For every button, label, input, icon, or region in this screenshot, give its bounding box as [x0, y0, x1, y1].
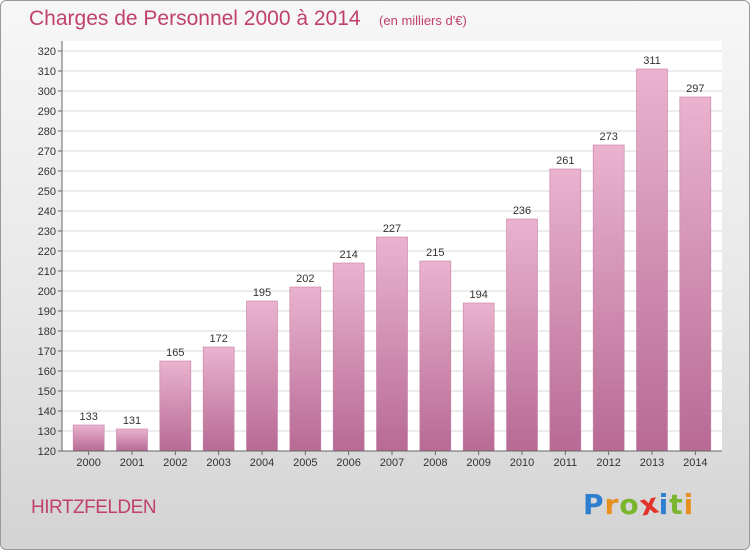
x-tick-label: 2008	[423, 457, 447, 469]
y-tick-label: 180	[38, 326, 56, 338]
y-tick-label: 300	[38, 86, 56, 98]
bar-value-label: 261	[556, 155, 574, 167]
bar-value-label: 202	[296, 273, 314, 285]
bar-value-label: 172	[209, 333, 227, 345]
y-tick-label: 140	[38, 406, 56, 418]
x-tick-label: 2007	[380, 457, 404, 469]
bar	[159, 360, 192, 452]
y-tick-label: 240	[38, 206, 56, 218]
y-tick-label: 200	[38, 286, 56, 298]
y-tick-label: 210	[38, 266, 56, 278]
bar	[202, 346, 235, 452]
x-tick-label: 2001	[120, 457, 144, 469]
bar	[116, 428, 148, 452]
logo-letter: r	[604, 488, 620, 521]
bar-value-label: 195	[253, 287, 271, 299]
y-tick-label: 160	[38, 366, 56, 378]
y-tick-label: 190	[38, 306, 56, 318]
bar	[592, 144, 625, 452]
bar-value-label: 131	[123, 415, 141, 427]
bar-value-label: 297	[686, 83, 704, 95]
y-tick-label: 170	[38, 346, 56, 358]
logo-letter: i	[658, 488, 670, 521]
y-tick-label: 150	[38, 386, 56, 398]
x-tick-label: 2004	[250, 457, 274, 469]
bar	[289, 286, 322, 452]
title-row: Charges de Personnel 2000 à 2014 (en mil…	[29, 7, 467, 31]
bar	[506, 218, 538, 452]
x-tick-label: 2002	[163, 457, 187, 469]
bar	[462, 302, 495, 452]
y-tick-label: 250	[38, 186, 56, 198]
x-tick-label: 2014	[683, 457, 707, 469]
bar	[636, 68, 668, 452]
y-tick-label: 310	[38, 66, 56, 78]
bar	[376, 236, 408, 452]
logo-letter: P	[583, 488, 605, 521]
x-tick-label: 2005	[293, 457, 317, 469]
y-tick-label: 270	[38, 146, 56, 158]
bar	[419, 260, 452, 452]
bar	[72, 424, 105, 452]
x-tick-label: 2009	[466, 457, 490, 469]
bar	[549, 168, 582, 452]
bar	[679, 96, 712, 452]
bar-value-label: 273	[599, 131, 617, 143]
y-tick-label: 230	[38, 226, 56, 238]
x-tick-label: 2006	[336, 457, 360, 469]
bar-value-label: 133	[79, 411, 97, 423]
bar	[332, 262, 365, 452]
proxiti-logo: Proxiti	[583, 486, 695, 522]
logo-letter: o	[619, 488, 640, 521]
chart-unit: (en milliers d'€)	[379, 13, 467, 28]
bar-value-label: 227	[383, 223, 401, 235]
bar-value-label: 194	[469, 289, 487, 301]
logo-letter: i	[683, 488, 695, 521]
commune-name: HIRTZFELDEN	[31, 497, 157, 518]
bar-value-label: 311	[643, 55, 661, 67]
bar-value-label: 236	[513, 205, 531, 217]
bar-value-label: 165	[166, 347, 184, 359]
bar	[246, 300, 278, 452]
bar-value-label: 215	[426, 247, 444, 259]
x-tick-label: 2003	[206, 457, 230, 469]
logo-letter: t	[669, 488, 684, 521]
x-tick-label: 2012	[596, 457, 620, 469]
chart-title: Charges de Personnel 2000 à 2014	[29, 7, 361, 30]
y-tick-label: 120	[38, 446, 56, 458]
x-tick-label: 2000	[76, 457, 100, 469]
y-tick-label: 290	[38, 106, 56, 118]
y-tick-label: 220	[38, 246, 56, 258]
y-tick-label: 130	[38, 426, 56, 438]
y-tick-label: 280	[38, 126, 56, 138]
x-tick-label: 2013	[640, 457, 664, 469]
y-tick-label: 260	[38, 166, 56, 178]
bar-value-label: 214	[339, 249, 357, 261]
y-tick-label: 320	[38, 46, 56, 58]
x-tick-label: 2010	[510, 457, 534, 469]
x-tick-label: 2011	[554, 457, 578, 469]
